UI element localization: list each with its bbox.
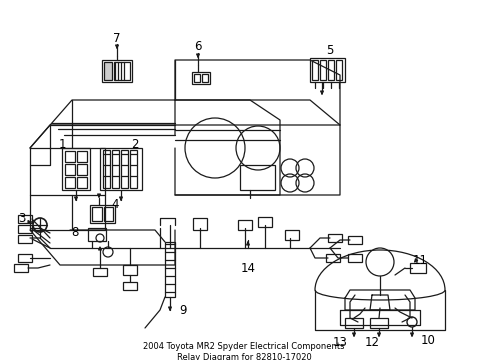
Bar bbox=[311, 60, 317, 80]
Text: 8: 8 bbox=[71, 225, 79, 238]
Bar bbox=[77, 151, 87, 162]
Text: 4: 4 bbox=[111, 198, 119, 211]
Bar bbox=[240, 165, 274, 190]
Text: 1: 1 bbox=[58, 138, 65, 150]
Text: 12: 12 bbox=[364, 336, 379, 348]
Text: 2004 Toyota MR2 Spyder Electrical Components
Relay Diagram for 82810-17020: 2004 Toyota MR2 Spyder Electrical Compon… bbox=[143, 342, 344, 360]
Bar bbox=[77, 164, 87, 175]
Bar bbox=[347, 236, 361, 244]
Bar bbox=[114, 62, 130, 80]
Text: 3: 3 bbox=[18, 211, 26, 225]
Bar bbox=[65, 164, 75, 175]
Bar bbox=[18, 225, 32, 233]
Bar bbox=[14, 264, 28, 272]
Text: 14: 14 bbox=[240, 261, 255, 274]
Bar bbox=[65, 151, 75, 162]
Bar bbox=[130, 150, 137, 188]
Bar bbox=[345, 318, 362, 328]
Bar bbox=[347, 254, 361, 262]
Text: 13: 13 bbox=[332, 336, 347, 348]
Bar bbox=[202, 74, 207, 82]
Bar bbox=[192, 72, 209, 84]
Bar bbox=[88, 228, 106, 241]
Bar bbox=[93, 268, 107, 276]
Bar bbox=[121, 150, 128, 188]
Bar bbox=[409, 263, 425, 273]
Bar bbox=[104, 207, 113, 221]
Bar bbox=[62, 148, 90, 190]
Text: 9: 9 bbox=[179, 303, 186, 316]
Bar bbox=[193, 218, 206, 230]
Text: 10: 10 bbox=[420, 333, 434, 346]
Bar bbox=[18, 215, 32, 223]
Bar bbox=[104, 62, 112, 80]
Bar bbox=[18, 254, 32, 262]
Bar bbox=[18, 235, 32, 243]
Bar bbox=[92, 207, 102, 221]
Bar bbox=[369, 318, 387, 328]
Bar bbox=[164, 242, 175, 297]
Bar bbox=[90, 205, 115, 223]
Bar bbox=[258, 217, 271, 227]
Bar bbox=[77, 177, 87, 188]
Text: 7: 7 bbox=[113, 31, 121, 45]
Bar bbox=[238, 220, 251, 230]
Bar bbox=[285, 230, 298, 240]
Bar bbox=[319, 60, 325, 80]
Bar bbox=[103, 150, 110, 188]
Text: 11: 11 bbox=[412, 253, 427, 266]
Bar bbox=[325, 254, 339, 262]
Text: 2: 2 bbox=[131, 138, 139, 150]
Bar bbox=[194, 74, 200, 82]
Bar bbox=[309, 58, 345, 82]
Bar bbox=[123, 265, 137, 275]
Bar bbox=[327, 234, 341, 242]
Bar bbox=[112, 150, 119, 188]
Bar bbox=[102, 60, 132, 82]
Bar bbox=[327, 60, 333, 80]
Bar bbox=[100, 148, 142, 190]
Text: 5: 5 bbox=[325, 44, 333, 57]
Bar bbox=[335, 60, 341, 80]
Bar bbox=[123, 282, 137, 290]
Bar bbox=[65, 177, 75, 188]
Text: 6: 6 bbox=[194, 40, 202, 53]
